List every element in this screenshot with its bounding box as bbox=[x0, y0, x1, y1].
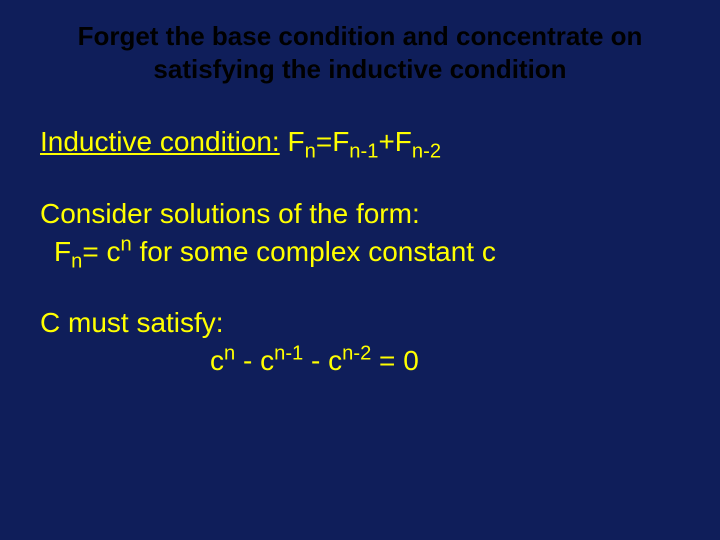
eq-e3: n-2 bbox=[342, 343, 371, 365]
eq-tail: = 0 bbox=[371, 345, 418, 376]
formula-F1: F bbox=[288, 126, 305, 157]
inductive-label: Inductive condition: bbox=[40, 126, 280, 157]
eq-minus-c2: - c bbox=[303, 345, 342, 376]
formula-sub-n1: n-1 bbox=[349, 141, 378, 163]
formula-eq: = bbox=[316, 126, 332, 157]
fn-F: F bbox=[54, 236, 71, 267]
slide-container: Forget the base condition and concentrat… bbox=[0, 0, 720, 540]
eq-e2: n-1 bbox=[274, 343, 303, 365]
fn-sub-n: n bbox=[71, 250, 82, 272]
eq-minus-c1: - c bbox=[235, 345, 274, 376]
consider-line: Consider solutions of the form: bbox=[40, 195, 680, 233]
fn-tail: for some complex constant c bbox=[132, 236, 496, 267]
slide-title: Forget the base condition and concentrat… bbox=[70, 20, 650, 85]
fn-sup-n: n bbox=[120, 233, 131, 255]
title-line-2: satisfying the inductive condition bbox=[153, 54, 566, 84]
satisfy-line: C must satisfy: bbox=[40, 304, 680, 342]
inductive-condition-line: Inductive condition: Fn=Fn-1+Fn-2 bbox=[40, 123, 680, 161]
formula-plus: + bbox=[378, 126, 394, 157]
fn-eq-c: = c bbox=[82, 236, 120, 267]
fn-form-line: Fn= cn for some complex constant c bbox=[40, 233, 680, 271]
formula-F2: F bbox=[332, 126, 349, 157]
eq-e1: n bbox=[224, 343, 235, 365]
formula-sub-n2: n-2 bbox=[412, 141, 441, 163]
characteristic-equation: cn - cn-1 - cn-2 = 0 bbox=[40, 342, 680, 380]
formula-F3: F bbox=[395, 126, 412, 157]
eq-c1: c bbox=[210, 345, 224, 376]
title-line-1: Forget the base condition and concentrat… bbox=[78, 21, 643, 51]
formula-sub-n: n bbox=[305, 141, 316, 163]
inductive-formula: Fn=Fn-1+Fn-2 bbox=[288, 126, 442, 157]
